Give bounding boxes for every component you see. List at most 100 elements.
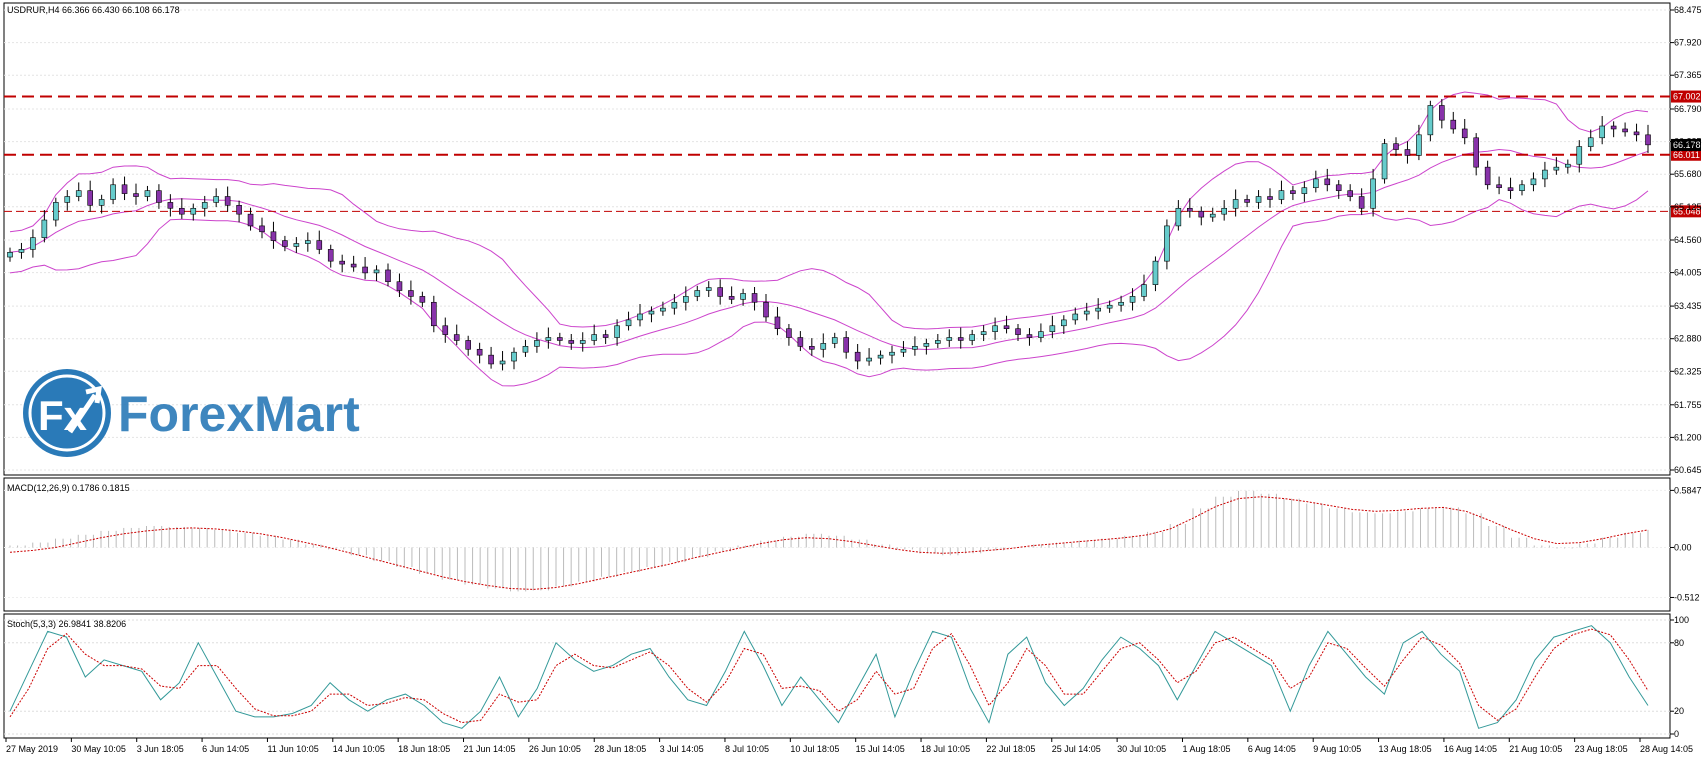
price-tick-label: 60.645 xyxy=(1674,465,1702,475)
candle-up xyxy=(648,310,655,315)
candle-down xyxy=(786,328,792,338)
candle-up xyxy=(110,184,116,200)
candle-up xyxy=(877,354,884,359)
candle-up xyxy=(499,360,506,365)
candle-down xyxy=(442,325,449,335)
price-tick-label: 64.005 xyxy=(1674,268,1702,278)
forexmart-logo: Fx ForexMart xyxy=(23,369,360,457)
price-tick-label: 67.365 xyxy=(1674,70,1702,80)
price-pane-frame xyxy=(3,2,1671,476)
x-tick-label: 21 Aug 10:05 xyxy=(1509,744,1562,754)
stoch-tick-label: 80 xyxy=(1674,638,1684,648)
candle-up xyxy=(1370,178,1376,209)
candle-down xyxy=(1324,178,1331,186)
candle-up xyxy=(201,202,208,209)
candle-down xyxy=(1507,187,1514,191)
candle-down xyxy=(270,231,277,241)
x-tick-label: 23 Aug 18:05 xyxy=(1575,744,1628,754)
candle-down xyxy=(350,263,357,268)
price-tick-label: 64.560 xyxy=(1674,235,1702,245)
candle-down xyxy=(465,340,471,350)
candle-down xyxy=(247,213,254,227)
candle-up xyxy=(992,325,998,332)
candle-up xyxy=(30,237,36,250)
candle-down xyxy=(557,337,563,341)
x-tick-label: 28 Aug 14:05 xyxy=(1640,744,1693,754)
candle-up xyxy=(671,301,678,309)
candle-up xyxy=(305,240,311,244)
level-label-67.002: 67.002 xyxy=(1673,92,1701,102)
level-label-65.048: 65.048 xyxy=(1673,206,1701,216)
candle-down xyxy=(1347,190,1353,197)
candle-up xyxy=(1129,296,1136,303)
candle-up xyxy=(293,243,300,247)
price-tick-label: 65.125 xyxy=(1674,202,1702,212)
price-tick-label: 68.475 xyxy=(1674,5,1702,15)
x-axis-labels: 27 May 2019 30 May 10:05 3 Jun 18:05 6 Jun … xyxy=(5,738,1693,754)
price-grid xyxy=(4,9,1670,471)
candle-down xyxy=(717,287,723,297)
candle-up xyxy=(190,207,197,215)
candle-down xyxy=(133,193,139,197)
candle-down xyxy=(1244,199,1250,203)
logo-wordmark: ForexMart xyxy=(118,386,360,442)
candle-down xyxy=(728,296,735,300)
candle-down xyxy=(327,249,334,262)
candle-down xyxy=(1267,196,1273,200)
macd-series xyxy=(9,490,1649,592)
candle-down xyxy=(1358,196,1365,209)
candle-down xyxy=(1015,328,1021,335)
last-price-label: 66.178 xyxy=(1673,140,1701,150)
candle-up xyxy=(705,287,712,291)
candle-down xyxy=(87,190,93,206)
macd-tick-label: 0.00 xyxy=(1674,542,1692,552)
x-tick-label: 16 Aug 14:05 xyxy=(1444,744,1497,754)
x-tick-label: 10 Jul 18:05 xyxy=(790,744,839,754)
candle-up xyxy=(18,249,25,253)
x-tick-label: 13 Aug 18:05 xyxy=(1379,744,1432,754)
candle-up xyxy=(1083,310,1090,315)
candle-up xyxy=(591,334,597,341)
price-pane-label: USDRUR,H4 66.366 66.430 66.108 66.178 xyxy=(7,5,180,15)
candle-down xyxy=(602,334,609,338)
x-tick-label: 18 Jul 10:05 xyxy=(921,744,970,754)
candle-up xyxy=(522,346,529,353)
candle-up xyxy=(1209,213,1216,218)
candle-down xyxy=(316,240,323,250)
stoch-d-line xyxy=(9,628,1649,724)
candle-down xyxy=(1484,166,1491,186)
candle-up xyxy=(740,293,746,300)
x-tick-label: 15 Jul 14:05 xyxy=(856,744,905,754)
candle-up xyxy=(1587,137,1594,147)
candle-up xyxy=(1542,169,1548,180)
candle-up xyxy=(889,351,895,356)
candle-up xyxy=(946,337,953,341)
stoch-tick-label: 0 xyxy=(1674,729,1679,739)
candle-up xyxy=(831,337,838,344)
candle-down xyxy=(1187,207,1193,212)
x-tick-label: 6 Aug 14:05 xyxy=(1248,744,1296,754)
x-tick-label: 1 Aug 18:05 xyxy=(1182,744,1230,754)
macd-tick-label: -0.512 xyxy=(1674,592,1700,602)
candle-down xyxy=(751,293,758,303)
candle-up xyxy=(820,343,827,350)
candle-down xyxy=(854,351,861,362)
last-price-bg xyxy=(1671,138,1701,151)
candle-up xyxy=(1232,199,1239,209)
candle-up xyxy=(1599,125,1605,139)
candle-up xyxy=(683,296,689,303)
candle-up xyxy=(1072,313,1079,321)
candle-up xyxy=(213,196,219,203)
candle-up xyxy=(866,357,872,362)
candle-up xyxy=(912,346,918,350)
candle-up xyxy=(980,331,987,335)
candle-up xyxy=(373,269,380,274)
candle-up xyxy=(1427,105,1434,136)
candle-up xyxy=(98,199,105,206)
x-tick-label: 3 Jun 18:05 xyxy=(137,744,184,754)
candle-down xyxy=(1290,190,1296,194)
bollinger-upper-band xyxy=(9,91,1649,330)
x-tick-label: 18 Jun 18:05 xyxy=(398,744,450,754)
candle-down xyxy=(1404,149,1411,156)
